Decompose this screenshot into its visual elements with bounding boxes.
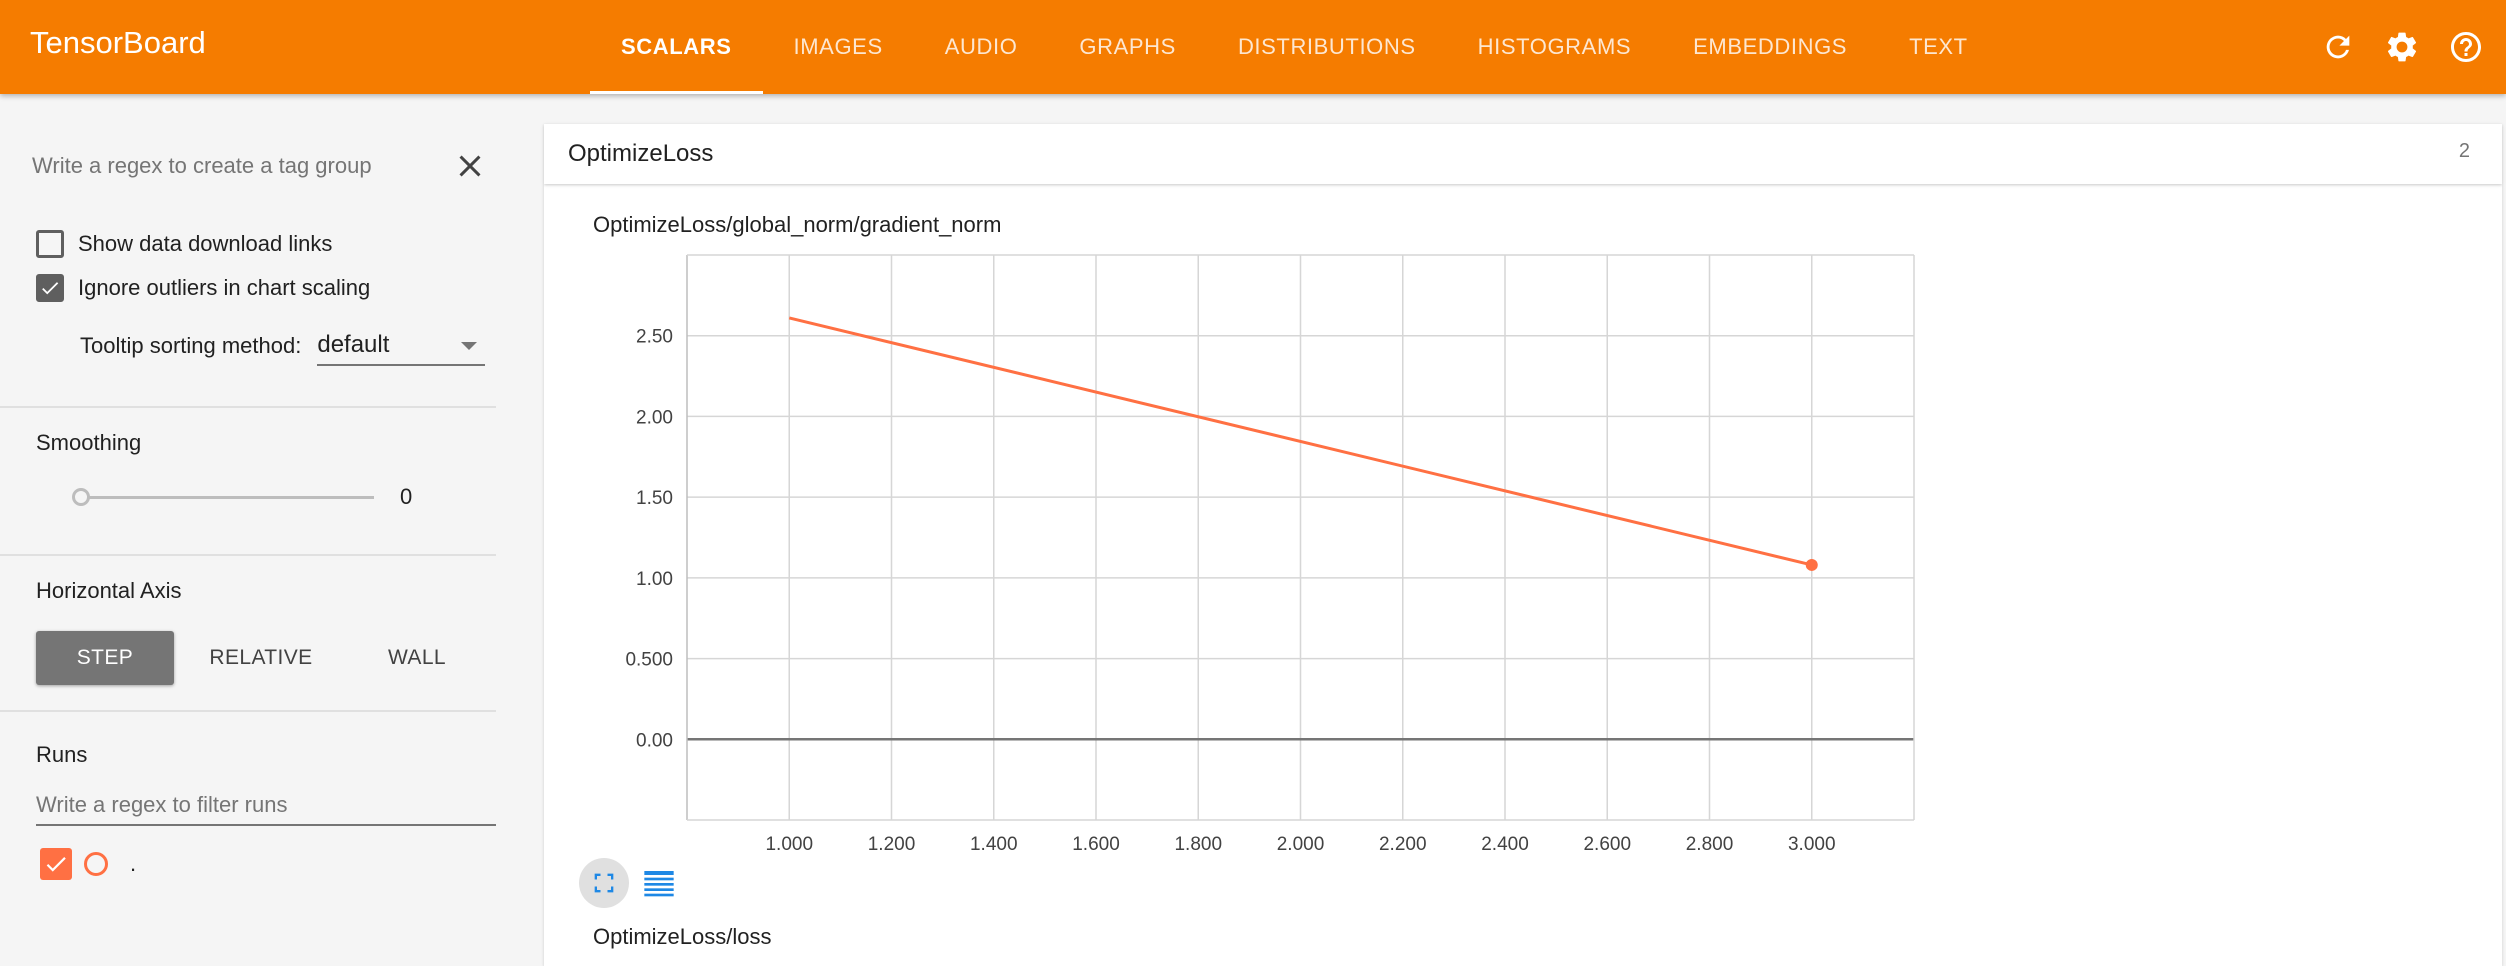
x-tick-label: 3.000: [1788, 834, 1836, 850]
x-tick-label: 1.200: [868, 834, 916, 850]
fullscreen-icon[interactable]: [579, 858, 629, 908]
top-app-bar: TensorBoard SCALARS IMAGES AUDIO GRAPHS …: [0, 0, 2506, 94]
show-download-links-checkbox[interactable]: Show data download links: [36, 230, 332, 258]
runs-title: Runs: [36, 742, 88, 767]
checkbox-label: Show data download links: [78, 231, 333, 256]
app-title: TensorBoard: [30, 25, 206, 60]
y-tick-label: 0.500: [625, 650, 673, 671]
chart-title: OptimizeLoss/global_norm/gradient_norm: [593, 212, 1002, 237]
settings-icon[interactable]: [2380, 25, 2424, 69]
x-tick-label: 2.800: [1686, 834, 1734, 850]
run-label: .: [130, 851, 137, 876]
tab-audio[interactable]: AUDIO: [944, 34, 1018, 59]
checkmark-icon: [46, 857, 66, 872]
sidebar: Show data download links Ignore outliers…: [0, 94, 520, 966]
y-tick-label: 2.00: [636, 407, 673, 428]
tooltip-sorting-label: Tooltip sorting method:: [80, 333, 302, 358]
divider: [0, 406, 496, 408]
smoothing-title: Smoothing: [36, 430, 142, 455]
runs-filter-input[interactable]: [36, 786, 496, 826]
data-table-icon[interactable]: [634, 858, 684, 908]
y-tick-label: 1.00: [636, 569, 673, 590]
tooltip-sorting-row: Tooltip sorting method: default: [80, 326, 486, 366]
series-line: [788, 316, 1813, 567]
smoothing-slider-knob[interactable]: [72, 488, 90, 506]
tag-group-row: [32, 146, 492, 186]
divider: [0, 554, 496, 556]
checkbox-box[interactable]: [36, 274, 64, 302]
axis-step-button[interactable]: STEP: [36, 631, 174, 685]
smoothing-slider[interactable]: [80, 496, 374, 499]
run-checkbox[interactable]: [40, 848, 72, 880]
axis-wall-button[interactable]: WALL: [387, 646, 446, 669]
y-tick-label: 2.50: [636, 327, 673, 348]
chart-title: OptimizeLoss/loss: [593, 924, 772, 949]
tag-group-regex-input[interactable]: [32, 153, 432, 179]
run-item: .: [40, 848, 136, 880]
x-tick-label: 2.400: [1481, 834, 1529, 850]
x-tick-label: 1.000: [765, 834, 813, 850]
help-icon[interactable]: [2444, 25, 2488, 69]
checkbox-box[interactable]: [36, 230, 64, 258]
tag-group-title: OptimizeLoss: [568, 140, 714, 167]
horizontal-axis-title: Horizontal Axis: [36, 578, 182, 603]
tab-distributions[interactable]: DISTRIBUTIONS: [1237, 34, 1416, 59]
x-tick-label: 1.400: [970, 834, 1018, 850]
x-tick-label: 2.000: [1277, 834, 1325, 850]
select-value: default: [317, 331, 390, 358]
y-tick-label: 1.50: [636, 488, 673, 509]
tag-group-header[interactable]: OptimizeLoss 2: [544, 124, 2502, 184]
axis-relative-button[interactable]: RELATIVE: [209, 646, 313, 669]
tab-scalars[interactable]: SCALARS: [590, 0, 763, 94]
tab-embeddings[interactable]: EMBEDDINGS: [1693, 34, 1848, 59]
checkbox-label: Ignore outliers in chart scaling: [78, 275, 371, 300]
tab-images[interactable]: IMAGES: [793, 34, 883, 59]
tab-graphs[interactable]: GRAPHS: [1079, 34, 1176, 59]
tab-text[interactable]: TEXT: [1909, 34, 1968, 59]
ignore-outliers-checkbox[interactable]: Ignore outliers in chart scaling: [36, 274, 370, 302]
line-chart: 1.000 1.200 1.400 1.600 1.800 2.000 2.200 2.400…: [625, 254, 1915, 850]
checkmark-icon: [42, 282, 59, 295]
tag-group-count: 2: [2458, 140, 2470, 162]
dashboard-tabs: SCALARS IMAGES AUDIO GRAPHS DISTRIBUTION…: [590, 0, 1999, 94]
x-tick-label: 2.600: [1583, 834, 1631, 850]
x-tick-label: 1.600: [1072, 834, 1120, 850]
refresh-icon[interactable]: [2316, 25, 2360, 69]
tab-histograms[interactable]: HISTOGRAMS: [1477, 34, 1632, 59]
smoothing-value: 0: [400, 484, 413, 509]
divider: [0, 710, 496, 712]
x-tick-label: 2.200: [1379, 834, 1427, 850]
x-tick-label: 1.800: [1174, 834, 1222, 850]
series-last-point: [1805, 558, 1818, 571]
close-icon[interactable]: [452, 148, 488, 184]
run-color-circle: [84, 852, 108, 876]
chart-group-body: [544, 184, 2502, 966]
y-tick-label: 0.00: [636, 730, 673, 751]
chevron-down-icon: [461, 342, 478, 350]
tooltip-sorting-select[interactable]: default: [317, 326, 486, 366]
